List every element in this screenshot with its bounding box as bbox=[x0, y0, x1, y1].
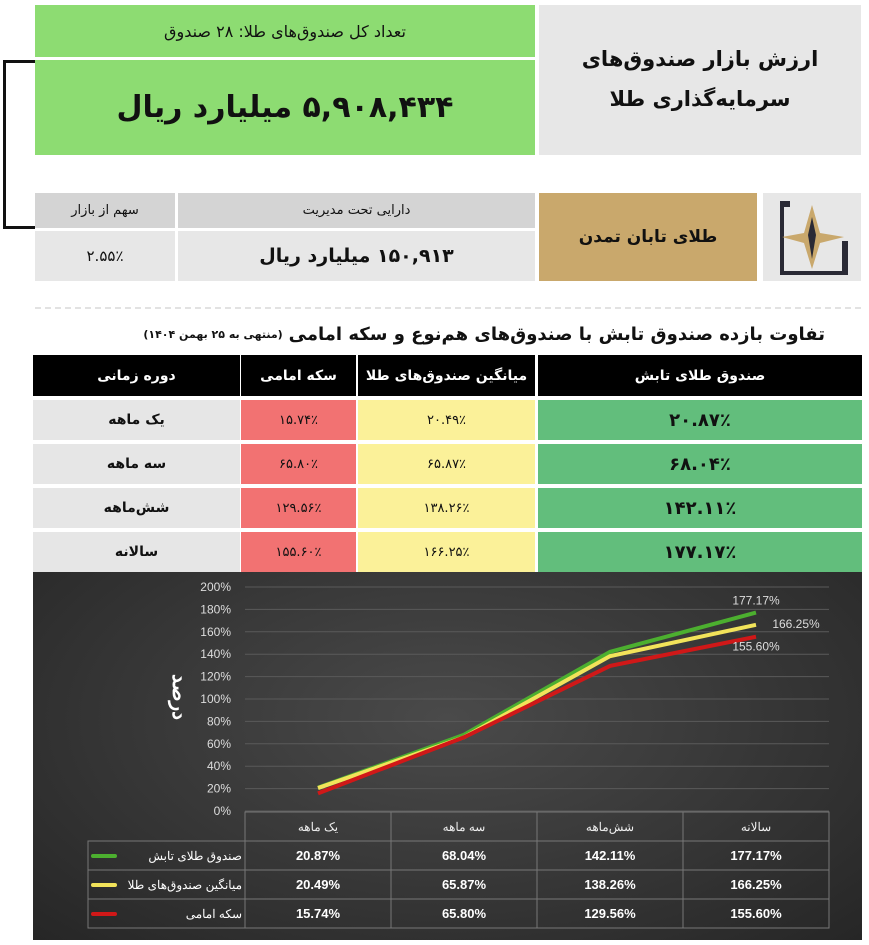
y-tick-label: 60% bbox=[207, 737, 231, 751]
market-value: ۵,۹۰۸,۴۳۴ میلیارد ریال bbox=[35, 60, 535, 155]
table-header-cell: دوره زمانی bbox=[33, 355, 240, 396]
period-cell: یک ماهه bbox=[33, 400, 240, 440]
table-header-cell: صندوق طلای تابش bbox=[538, 355, 862, 396]
return-cell: ۶۵.۸۰٪ bbox=[241, 444, 356, 484]
data-label: 166.25% bbox=[730, 877, 782, 892]
legend-label: سکه امامی bbox=[186, 907, 242, 921]
y-tick-label: 200% bbox=[200, 580, 231, 594]
data-label: 65.80% bbox=[442, 906, 487, 921]
return-cell: ۶۵.۸۷٪ bbox=[358, 444, 535, 484]
total-funds-count: تعداد کل صندوق‌های طلا: ۲۸ صندوق bbox=[35, 5, 535, 57]
return-cell: ۶۸.۰۴٪ bbox=[538, 444, 862, 484]
return-cell: ۱۷۷.۱۷٪ bbox=[538, 532, 862, 572]
share-label: سهم از بازار bbox=[35, 193, 175, 228]
return-cell: ۱۴۲.۱۱٪ bbox=[538, 488, 862, 528]
title-line-2: سرمایه‌گذاری طلا bbox=[609, 87, 791, 111]
y-tick-label: 100% bbox=[200, 692, 231, 706]
share-value: ۲.۵۵٪ bbox=[35, 231, 175, 281]
table-border bbox=[87, 840, 830, 929]
data-label: 138.26% bbox=[584, 877, 636, 892]
end-data-label: 166.25% bbox=[772, 617, 820, 631]
fund-name: طلای تابان تمدن bbox=[539, 193, 757, 281]
y-tick-label: 180% bbox=[200, 602, 231, 616]
series-line bbox=[317, 622, 757, 790]
data-label: 68.04% bbox=[442, 848, 487, 863]
data-label: 142.11% bbox=[585, 848, 636, 863]
data-label: 177.17% bbox=[730, 848, 782, 863]
aum-label: دارایی تحت مدیریت bbox=[178, 193, 535, 228]
return-cell: ۱۲۹.۵۶٪ bbox=[241, 488, 356, 528]
return-cell: ۱۳۸.۲۶٪ bbox=[358, 488, 535, 528]
period-cell: سالانه bbox=[33, 532, 240, 572]
legend-label: صندوق طلای تابش bbox=[148, 849, 242, 863]
x-category-label: سه ماهه bbox=[443, 820, 486, 834]
table-header-cell: میانگین صندوق‌های طلا bbox=[358, 355, 535, 396]
dashed-divider bbox=[35, 307, 861, 309]
y-tick-label: 0% bbox=[214, 804, 232, 818]
y-tick-label: 80% bbox=[207, 714, 231, 728]
x-category-label: سالانه bbox=[741, 820, 771, 834]
data-label: 15.74% bbox=[296, 906, 341, 921]
data-label: 129.56% bbox=[584, 906, 636, 921]
end-data-label: 155.60% bbox=[732, 640, 780, 654]
bracket-line bbox=[3, 60, 35, 229]
legend-label: میانگین صندوق‌های طلا bbox=[128, 878, 242, 892]
period-cell: شش‌ماهه bbox=[33, 488, 240, 528]
data-label: 20.87% bbox=[296, 848, 341, 863]
data-label: 155.60% bbox=[730, 906, 782, 921]
table-header-cell: سکه امامی bbox=[241, 355, 356, 396]
return-cell: ۱۶۶.۲۵٪ bbox=[358, 532, 535, 572]
data-label: 20.49% bbox=[296, 877, 341, 892]
period-cell: سه ماهه bbox=[33, 444, 240, 484]
data-label: 65.87% bbox=[442, 877, 487, 892]
returns-chart: 0% 20% 40% 60% 80% 100% 120% 140% 160% 180% 200% در… bbox=[33, 572, 862, 940]
end-data-label: 177.17% bbox=[732, 594, 780, 608]
table-title: تفاوت بازده صندوق تابش با صندوق‌های هم‌ن… bbox=[20, 318, 825, 350]
market-value-title: ارزش بازار صندوق‌های سرمایه‌گذاری طلا bbox=[539, 5, 861, 155]
series-line bbox=[317, 634, 757, 796]
table-title-main: تفاوت بازده صندوق تابش با صندوق‌های هم‌ن… bbox=[288, 323, 825, 345]
return-cell: ۱۵.۷۴٪ bbox=[241, 400, 356, 440]
y-tick-label: 20% bbox=[207, 782, 231, 796]
star-logo-icon bbox=[780, 201, 848, 275]
y-tick-label: 120% bbox=[200, 670, 231, 684]
table-title-date: (منتهی به ۲۵ بهمن ۱۴۰۴) bbox=[143, 327, 283, 341]
y-axis-label: درصد bbox=[167, 674, 190, 720]
aum-value: ۱۵۰,۹۱۳ میلیارد ریال bbox=[178, 231, 535, 281]
title-line-1: ارزش بازار صندوق‌های bbox=[581, 47, 819, 72]
y-tick-label: 140% bbox=[200, 647, 231, 661]
x-category-label: شش‌ماهه bbox=[586, 820, 634, 834]
y-tick-label: 160% bbox=[200, 625, 231, 639]
y-tick-label: 40% bbox=[207, 759, 231, 773]
return-cell: ۲۰.۴۹٪ bbox=[358, 400, 535, 440]
return-cell: ۲۰.۸۷٪ bbox=[538, 400, 862, 440]
return-cell: ۱۵۵.۶۰٪ bbox=[241, 532, 356, 572]
x-category-label: یک ماهه bbox=[298, 820, 338, 834]
fund-logo bbox=[763, 193, 861, 281]
